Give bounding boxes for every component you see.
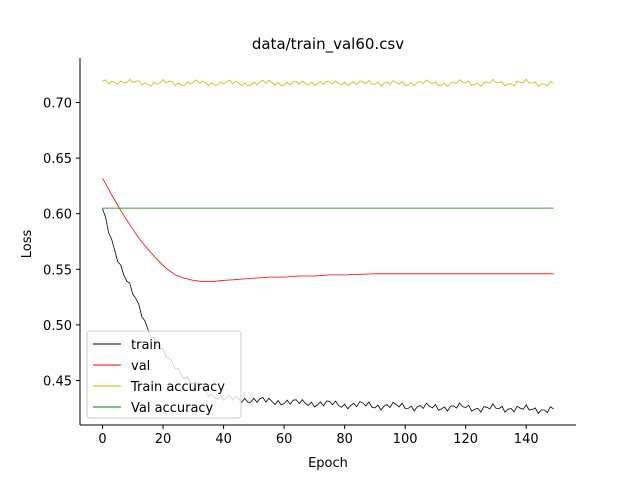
legend-label: Train accuracy [130,380,225,395]
x-tick-label: 80 [336,432,353,447]
x-tick-label: 0 [98,432,106,447]
series-line-3 [102,78,554,88]
legend-label: Val accuracy [131,401,214,416]
y-tick-label: 0.65 [43,152,72,167]
legend-label: val [131,359,150,374]
series-line-2 [102,177,554,282]
x-ticks: 0 20 40 60 80 100 120 140 [98,425,539,447]
x-tick-label: 40 [215,432,232,447]
x-tick-label: 20 [155,432,172,447]
x-axis-title: Epoch [308,456,348,471]
x-tick-label: 100 [393,432,418,447]
x-tick-label: 60 [276,432,293,447]
y-tick-label: 0.60 [43,208,72,223]
x-tick-label: 140 [514,432,539,447]
chart-title: data/train_val60.csv [252,35,404,54]
y-axis-title: Loss [20,230,35,259]
legend-label: train [131,338,161,353]
legend: train val Train accuracy Val accuracy [86,330,242,419]
y-tick-label: 0.55 [43,263,72,278]
y-tick-label: 0.45 [43,375,72,390]
legend-box [86,330,242,419]
y-tick-label: 0.50 [43,319,72,334]
x-tick-label: 120 [453,432,478,447]
y-tick-label: 0.70 [43,96,72,111]
y-ticks: 0.45 0.50 0.55 0.60 0.65 0.70 [43,96,80,390]
